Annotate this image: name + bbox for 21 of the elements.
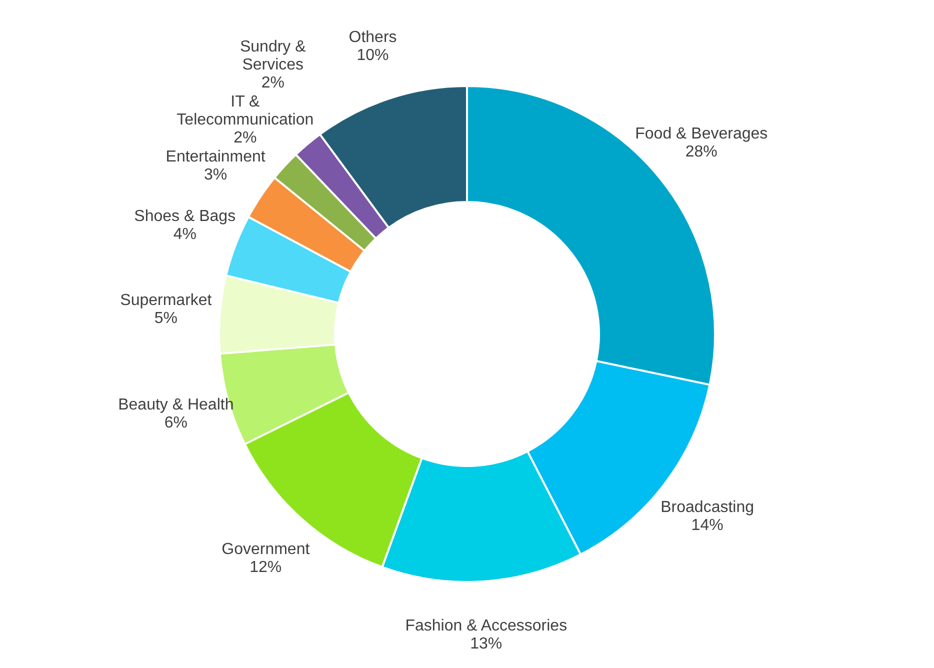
data-label: 10% bbox=[356, 47, 389, 64]
slice-label: Others bbox=[348, 29, 397, 46]
slice-label: IT & Telecommunication bbox=[176, 94, 314, 129]
slice-label: Broadcasting bbox=[660, 498, 754, 516]
data-label: 28% bbox=[685, 144, 718, 161]
data-label: 4% bbox=[173, 226, 196, 244]
slice-label: Shoes & Bags bbox=[134, 208, 236, 226]
data-label: 13% bbox=[470, 635, 502, 652]
slice-label: Fashion & Accessories bbox=[405, 617, 568, 634]
data-label: 2% bbox=[234, 130, 257, 147]
data-label: 6% bbox=[164, 414, 188, 432]
slice-label: Sundry & Services bbox=[240, 38, 306, 74]
slice-label: Food & Beverages bbox=[635, 126, 768, 143]
data-label: 5% bbox=[154, 310, 178, 328]
slice-label: Entertainment bbox=[166, 148, 266, 166]
data-label: 3% bbox=[204, 166, 228, 184]
data-label: 14% bbox=[691, 516, 724, 534]
data-label: 12% bbox=[250, 559, 282, 576]
slice-label: Government bbox=[222, 541, 310, 558]
data-label: 2% bbox=[261, 74, 284, 92]
slice-label: Supermarket bbox=[120, 292, 212, 310]
